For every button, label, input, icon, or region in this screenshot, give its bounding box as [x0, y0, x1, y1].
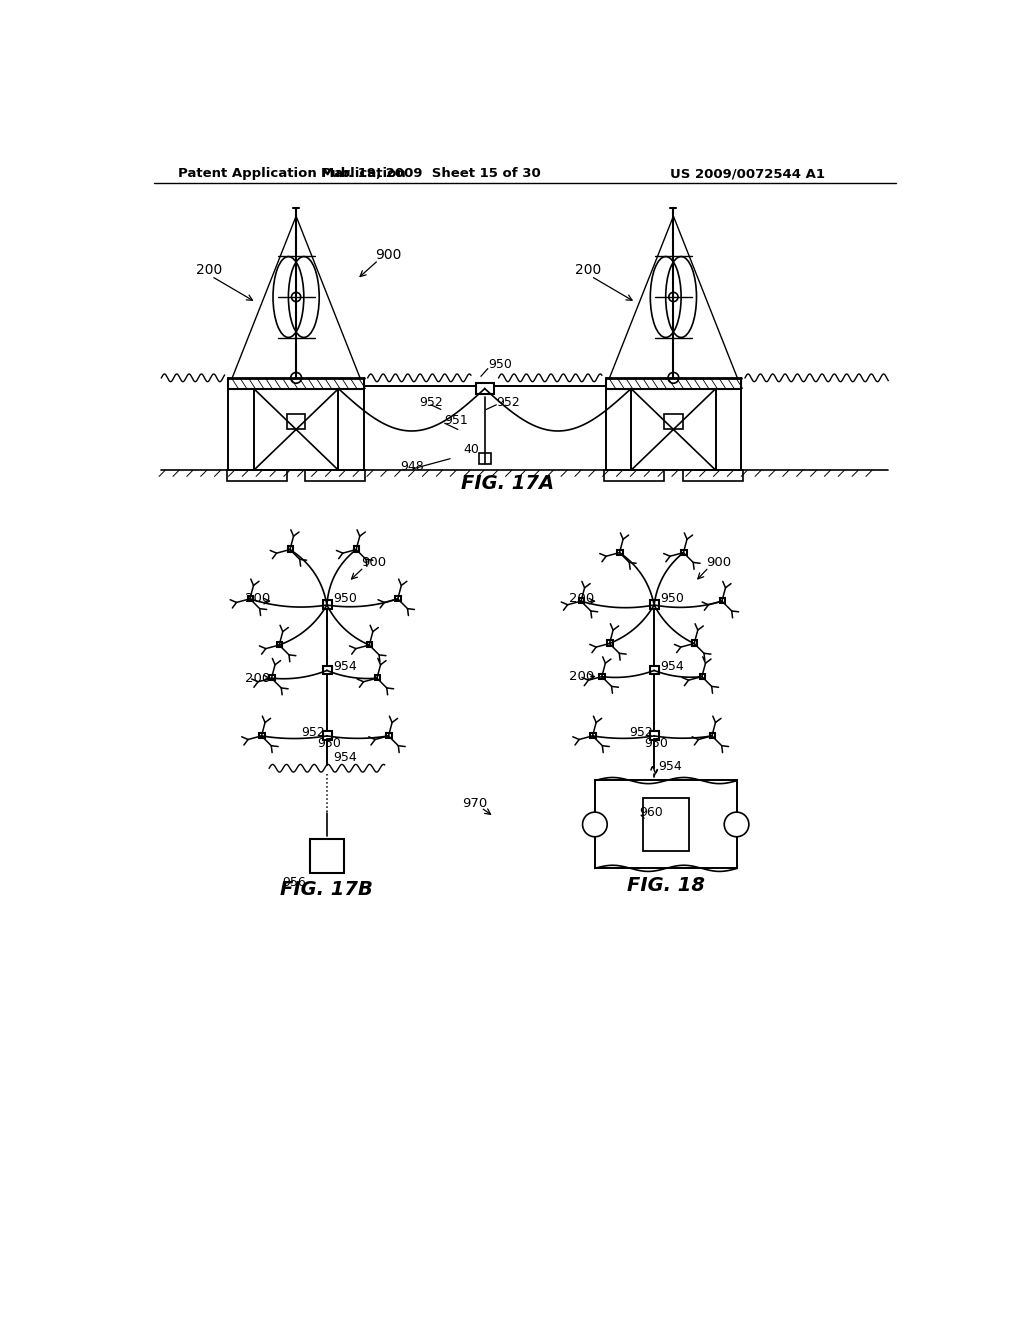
- Bar: [310, 840, 344, 873]
- Bar: [650, 601, 658, 609]
- Bar: [395, 595, 400, 601]
- Text: FIG. 17B: FIG. 17B: [281, 880, 374, 899]
- Bar: [354, 546, 359, 552]
- Bar: [323, 601, 332, 609]
- Text: 952: 952: [301, 726, 326, 739]
- Bar: [650, 731, 658, 739]
- Text: 951: 951: [444, 413, 468, 426]
- Bar: [699, 673, 705, 678]
- Bar: [595, 780, 737, 869]
- Circle shape: [669, 293, 678, 302]
- Text: 900: 900: [376, 248, 401, 261]
- Bar: [475, 383, 494, 395]
- Bar: [269, 675, 274, 681]
- Text: 200: 200: [574, 263, 601, 277]
- Text: 200: 200: [245, 593, 269, 606]
- Bar: [386, 733, 391, 738]
- Text: 200: 200: [245, 672, 269, 685]
- Text: 954: 954: [333, 660, 356, 673]
- Bar: [323, 731, 332, 739]
- Text: 952: 952: [419, 396, 443, 409]
- Text: 950: 950: [333, 593, 357, 606]
- Text: 950: 950: [644, 737, 668, 750]
- Circle shape: [292, 293, 301, 302]
- Text: 970: 970: [462, 797, 486, 810]
- Text: Patent Application Publication: Patent Application Publication: [178, 168, 407, 181]
- Text: 954: 954: [660, 660, 684, 673]
- Bar: [305, 470, 366, 480]
- Text: 40: 40: [463, 444, 479, 455]
- Bar: [643, 799, 689, 850]
- Text: US 2009/0072544 A1: US 2009/0072544 A1: [670, 168, 824, 181]
- Text: 950: 950: [316, 737, 341, 750]
- Bar: [604, 470, 665, 480]
- Text: 954: 954: [658, 760, 682, 774]
- Text: 956: 956: [283, 875, 306, 888]
- Bar: [287, 414, 305, 429]
- Bar: [367, 642, 373, 647]
- Text: 200: 200: [569, 593, 595, 606]
- Bar: [710, 733, 715, 738]
- Text: FIG. 17A: FIG. 17A: [461, 474, 554, 492]
- Bar: [683, 470, 742, 480]
- Bar: [323, 665, 332, 675]
- Text: 200: 200: [569, 671, 595, 684]
- Bar: [681, 549, 686, 554]
- Bar: [650, 665, 658, 675]
- Text: 950: 950: [660, 593, 684, 606]
- Bar: [720, 598, 725, 603]
- Bar: [599, 673, 605, 678]
- Bar: [665, 414, 683, 429]
- Text: 952: 952: [497, 396, 520, 409]
- Bar: [692, 640, 697, 645]
- Bar: [226, 470, 287, 480]
- Circle shape: [291, 372, 301, 383]
- Bar: [607, 640, 612, 645]
- Text: 900: 900: [361, 556, 387, 569]
- Text: 950: 950: [488, 358, 512, 371]
- Bar: [590, 733, 596, 738]
- Text: 960: 960: [639, 807, 663, 820]
- Text: 948: 948: [400, 459, 424, 473]
- Text: FIG. 18: FIG. 18: [627, 875, 705, 895]
- Text: 954: 954: [333, 751, 356, 764]
- Bar: [259, 733, 264, 738]
- Circle shape: [724, 812, 749, 837]
- Bar: [375, 675, 380, 681]
- Text: Mar. 19, 2009  Sheet 15 of 30: Mar. 19, 2009 Sheet 15 of 30: [321, 168, 541, 181]
- Text: 200: 200: [196, 263, 222, 277]
- Bar: [288, 546, 293, 552]
- Circle shape: [583, 812, 607, 837]
- Text: 900: 900: [707, 556, 731, 569]
- Bar: [248, 595, 253, 601]
- Bar: [617, 549, 623, 554]
- Circle shape: [668, 372, 679, 383]
- Bar: [276, 642, 283, 647]
- Bar: [579, 598, 584, 603]
- Text: 952: 952: [629, 726, 652, 739]
- Bar: [478, 453, 490, 465]
